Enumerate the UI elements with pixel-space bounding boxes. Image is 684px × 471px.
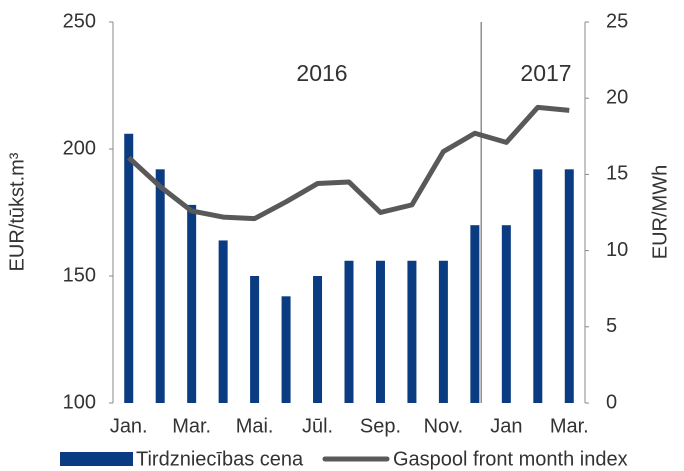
y-tick-label: 250 — [63, 10, 96, 32]
bar — [533, 169, 543, 403]
annotation: 2017 — [520, 60, 571, 86]
y-axis-label: EUR/tūkst.m³ — [6, 152, 28, 271]
annotation: 2016 — [296, 60, 347, 86]
y-tick-label: 200 — [63, 137, 96, 159]
bar — [187, 204, 197, 403]
y2-tick-label: 0 — [606, 391, 617, 413]
x-tick-label: Mar. — [172, 415, 211, 437]
y2-tick-label: 15 — [606, 163, 628, 185]
legend-label: Gaspool front month index — [393, 448, 628, 470]
bar — [155, 169, 165, 403]
y2-tick-label: 20 — [606, 86, 628, 108]
bar — [281, 296, 291, 403]
legend-swatch — [60, 452, 133, 466]
bar — [470, 225, 480, 403]
bar — [218, 240, 228, 403]
bar — [375, 260, 385, 403]
legend-label: Tirdzniecības cena — [136, 448, 304, 470]
bar — [438, 260, 448, 403]
x-tick-label: Mar. — [550, 415, 589, 437]
y2-tick-label: 10 — [606, 239, 628, 261]
y2-tick-label: 25 — [606, 10, 628, 32]
line — [127, 104, 570, 222]
bar — [344, 260, 354, 403]
bar — [564, 169, 574, 403]
x-tick-label: Jan. — [110, 415, 148, 437]
bar — [124, 133, 134, 403]
y-tick-label: 150 — [63, 264, 96, 286]
x-tick-label: Jūl. — [302, 415, 333, 437]
y2-tick-label: 5 — [606, 315, 617, 337]
y-tick-label: 100 — [63, 391, 96, 413]
bar — [407, 260, 417, 403]
y2-axis-label: EUR/MWh — [649, 165, 671, 259]
bar — [313, 276, 323, 403]
x-tick-label: Nov. — [424, 415, 464, 437]
bar — [250, 276, 260, 403]
bar — [501, 225, 511, 403]
x-tick-label: Jan — [490, 415, 522, 437]
x-tick-label: Mai. — [236, 415, 274, 437]
x-tick-label: Sep. — [360, 415, 401, 437]
